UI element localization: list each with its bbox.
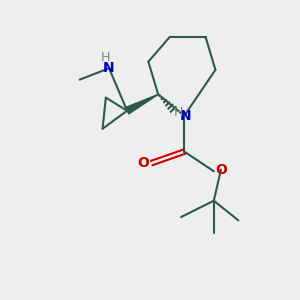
Text: H: H xyxy=(100,51,110,64)
Text: N: N xyxy=(103,61,114,75)
Text: O: O xyxy=(215,163,227,177)
Polygon shape xyxy=(125,94,158,114)
Text: H: H xyxy=(174,106,183,119)
Text: O: O xyxy=(137,156,149,170)
Text: N: N xyxy=(180,109,192,123)
